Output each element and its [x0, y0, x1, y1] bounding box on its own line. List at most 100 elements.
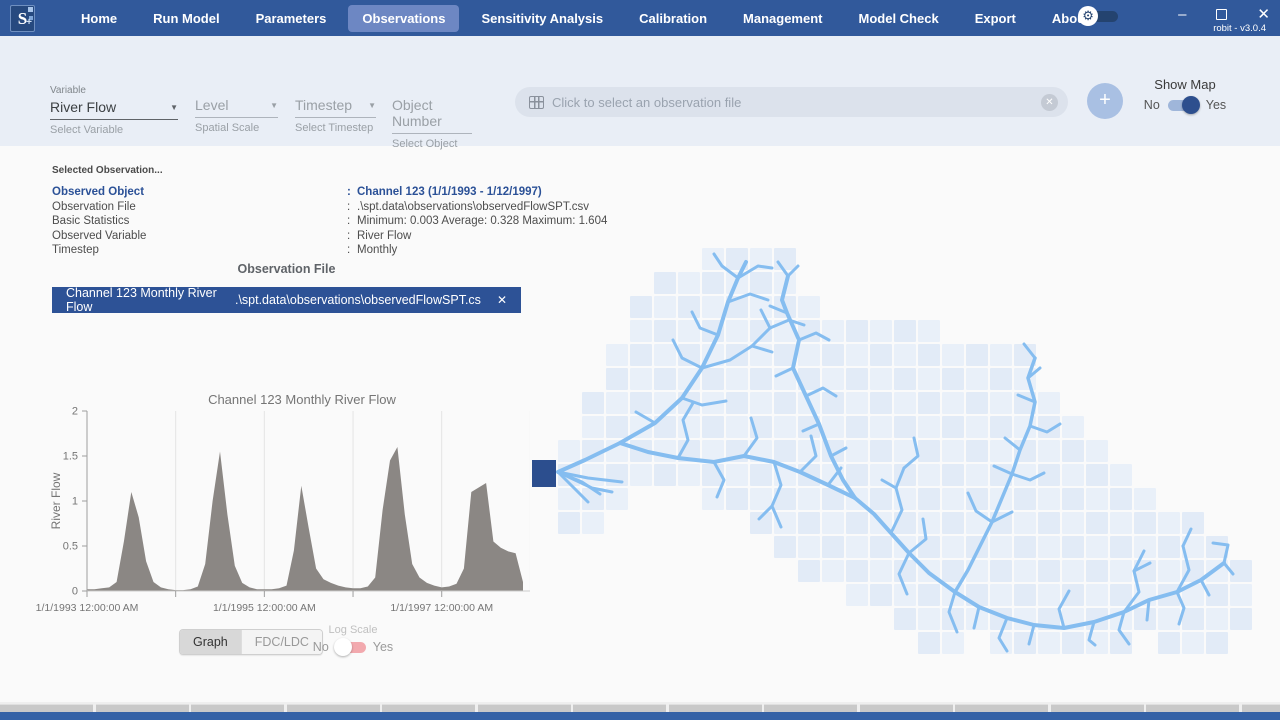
map-cell[interactable]	[1086, 536, 1108, 558]
chip-close-icon[interactable]: ✕	[496, 293, 507, 307]
map-cell[interactable]	[774, 488, 796, 510]
map-cell[interactable]	[918, 608, 940, 630]
map-cell[interactable]	[582, 440, 604, 462]
map-cell[interactable]	[870, 488, 892, 510]
map-cell[interactable]	[1110, 488, 1132, 510]
map-cell[interactable]	[798, 488, 820, 510]
map-cell[interactable]	[750, 320, 772, 342]
map-cell[interactable]	[774, 440, 796, 462]
show-map-toggle[interactable]	[1167, 95, 1200, 114]
bottom-segment[interactable]	[191, 703, 284, 712]
map-cell[interactable]	[918, 536, 940, 558]
map-cell[interactable]	[822, 320, 844, 342]
map-cell[interactable]	[678, 296, 700, 318]
map-cell[interactable]	[966, 392, 988, 414]
map-cell[interactable]	[630, 344, 652, 366]
map-cell[interactable]	[870, 392, 892, 414]
selected-channel-outlet[interactable]	[532, 460, 556, 487]
map-cell[interactable]	[750, 512, 772, 534]
bottom-segment[interactable]	[286, 703, 380, 712]
log-scale-toggle[interactable]	[333, 637, 366, 656]
map-cell[interactable]	[750, 368, 772, 390]
map-cell[interactable]	[1182, 512, 1204, 534]
map-cell[interactable]	[1158, 512, 1180, 534]
map-cell[interactable]	[918, 584, 940, 606]
map-cell[interactable]	[822, 344, 844, 366]
map-cell[interactable]	[702, 296, 724, 318]
map-cell[interactable]	[1158, 536, 1180, 558]
map-cell[interactable]	[1038, 416, 1060, 438]
map-cell[interactable]	[750, 248, 772, 270]
map-cell[interactable]	[678, 344, 700, 366]
map-cell[interactable]	[1110, 512, 1132, 534]
map-cell[interactable]	[654, 344, 676, 366]
map-cell[interactable]	[1014, 560, 1036, 582]
map-cell[interactable]	[966, 464, 988, 486]
map-cell[interactable]	[846, 392, 868, 414]
map-cell[interactable]	[654, 392, 676, 414]
map-cell[interactable]	[1086, 560, 1108, 582]
bottom-segment[interactable]	[859, 703, 953, 712]
map-cell[interactable]	[846, 512, 868, 534]
map-cell[interactable]	[846, 416, 868, 438]
map-cell[interactable]	[942, 536, 964, 558]
map-cell[interactable]	[1062, 464, 1084, 486]
map-cell[interactable]	[726, 248, 748, 270]
object-number-input[interactable]: Object Number Select Object	[392, 97, 472, 150]
maximize-button[interactable]	[1216, 9, 1228, 20]
map-cell[interactable]	[1158, 560, 1180, 582]
map-cell[interactable]	[774, 536, 796, 558]
map-cell[interactable]	[918, 392, 940, 414]
map-cell[interactable]	[1062, 488, 1084, 510]
map-cell[interactable]	[1062, 512, 1084, 534]
map-cell[interactable]	[774, 416, 796, 438]
map-cell[interactable]	[654, 368, 676, 390]
map-cell[interactable]	[678, 368, 700, 390]
map-cell[interactable]	[1038, 632, 1060, 654]
map-cell[interactable]	[606, 368, 628, 390]
map-cell[interactable]	[894, 368, 916, 390]
map-cell[interactable]	[798, 440, 820, 462]
map-cell[interactable]	[942, 392, 964, 414]
map-cell[interactable]	[942, 416, 964, 438]
map-cell[interactable]	[846, 560, 868, 582]
map-cell[interactable]	[774, 248, 796, 270]
map-cell[interactable]	[726, 416, 748, 438]
map-cell[interactable]	[966, 368, 988, 390]
map-cell[interactable]	[990, 464, 1012, 486]
map-cell[interactable]	[918, 464, 940, 486]
map-cell[interactable]	[990, 368, 1012, 390]
map-cell[interactable]	[846, 536, 868, 558]
map-cell[interactable]	[750, 296, 772, 318]
map-cell[interactable]	[582, 416, 604, 438]
map-cell[interactable]	[1134, 488, 1156, 510]
map-cell[interactable]	[726, 368, 748, 390]
map-cell[interactable]	[606, 392, 628, 414]
map-cell[interactable]	[846, 464, 868, 486]
map-cell[interactable]	[870, 416, 892, 438]
tab-observations[interactable]: Observations	[348, 4, 460, 32]
map-cell[interactable]	[1110, 560, 1132, 582]
map-cell[interactable]	[750, 488, 772, 510]
bottom-segment[interactable]	[1146, 703, 1239, 712]
bottom-scroll-track[interactable]	[0, 702, 1280, 712]
clear-file-icon[interactable]: ✕	[1041, 93, 1058, 111]
map-cell[interactable]	[630, 296, 652, 318]
map-cell[interactable]	[918, 512, 940, 534]
map-cell[interactable]	[1062, 560, 1084, 582]
tab-model-check[interactable]: Model Check	[858, 10, 939, 26]
map-cell[interactable]	[1182, 608, 1204, 630]
map-cell[interactable]	[654, 272, 676, 294]
map-cell[interactable]	[894, 608, 916, 630]
map-cell[interactable]	[774, 344, 796, 366]
map-cell[interactable]	[846, 440, 868, 462]
tab-home[interactable]: Home	[81, 10, 118, 26]
map-cell[interactable]	[798, 560, 820, 582]
map-cell[interactable]	[1038, 536, 1060, 558]
map-cell[interactable]	[630, 392, 652, 414]
map-cell[interactable]	[846, 344, 868, 366]
level-select[interactable]: Level ▼ Spatial Scale	[195, 97, 278, 134]
map-cell[interactable]	[894, 416, 916, 438]
bottom-segment[interactable]	[1050, 703, 1144, 712]
map-cell[interactable]	[990, 416, 1012, 438]
